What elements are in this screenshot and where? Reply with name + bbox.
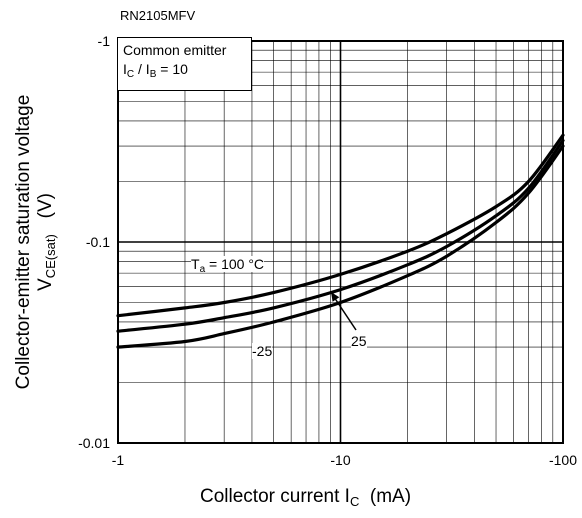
ib-symbol: / I [134, 61, 150, 77]
x-axis-unit: (mA) [369, 486, 412, 507]
y-tick-label: -0.1 [86, 234, 110, 250]
series-layer [116, 133, 565, 349]
vce-symbol: V [35, 278, 56, 291]
x-axis-label-text: Collector current I [200, 486, 350, 507]
y-axis-unit: (V) [35, 193, 56, 219]
series-label-100c: Ta = 100 °C [191, 256, 265, 275]
ic-subscript: C [126, 69, 135, 80]
x-tick-label: -10 [330, 452, 350, 468]
conditions-line-2: IC / IB = 10 [123, 60, 251, 80]
series-label-25: 25 [351, 333, 367, 349]
x-tick-label: -1 [112, 452, 125, 468]
ic-symbol: I [123, 61, 127, 77]
y-axis-label-line-2: VCE(sat) (V) [35, 95, 58, 390]
ta-value: = 100 °C [205, 256, 265, 272]
x-axis-label: Collector current IC (mA) [200, 486, 411, 508]
part-number: RN2105MFV [120, 8, 196, 23]
annotation-arrowhead [331, 292, 340, 302]
vce-subscript: CE(sat) [43, 234, 58, 279]
x-tick-label: -100 [549, 452, 577, 468]
ta-symbol: T [191, 256, 200, 272]
ib-subscript: B [149, 69, 157, 80]
y-tick-label: -0.01 [78, 435, 110, 451]
series-curve-25 [116, 138, 565, 333]
y-tick-label: -1 [98, 33, 111, 49]
conditions-box: Common emitter IC / IB = 10 [117, 37, 252, 91]
conditions-line-1: Common emitter [123, 42, 227, 58]
ta-subscript: a [199, 264, 206, 275]
annotation-arrow [333, 296, 357, 331]
y-axis-label-line-1: Collector-emitter saturation voltage [13, 94, 34, 390]
tick-layer: -1 -10 -100 -1 -0.1 -0.01 [78, 33, 577, 468]
plot-frame [117, 40, 564, 444]
major-grid [118, 41, 563, 443]
x-axis-label-subscript: C [349, 494, 360, 509]
series-curve-minus25 [116, 144, 565, 349]
ratio-value: = 10 [156, 61, 188, 77]
series-label-minus25: -25 [252, 343, 273, 359]
series-curve-100c [116, 133, 565, 318]
